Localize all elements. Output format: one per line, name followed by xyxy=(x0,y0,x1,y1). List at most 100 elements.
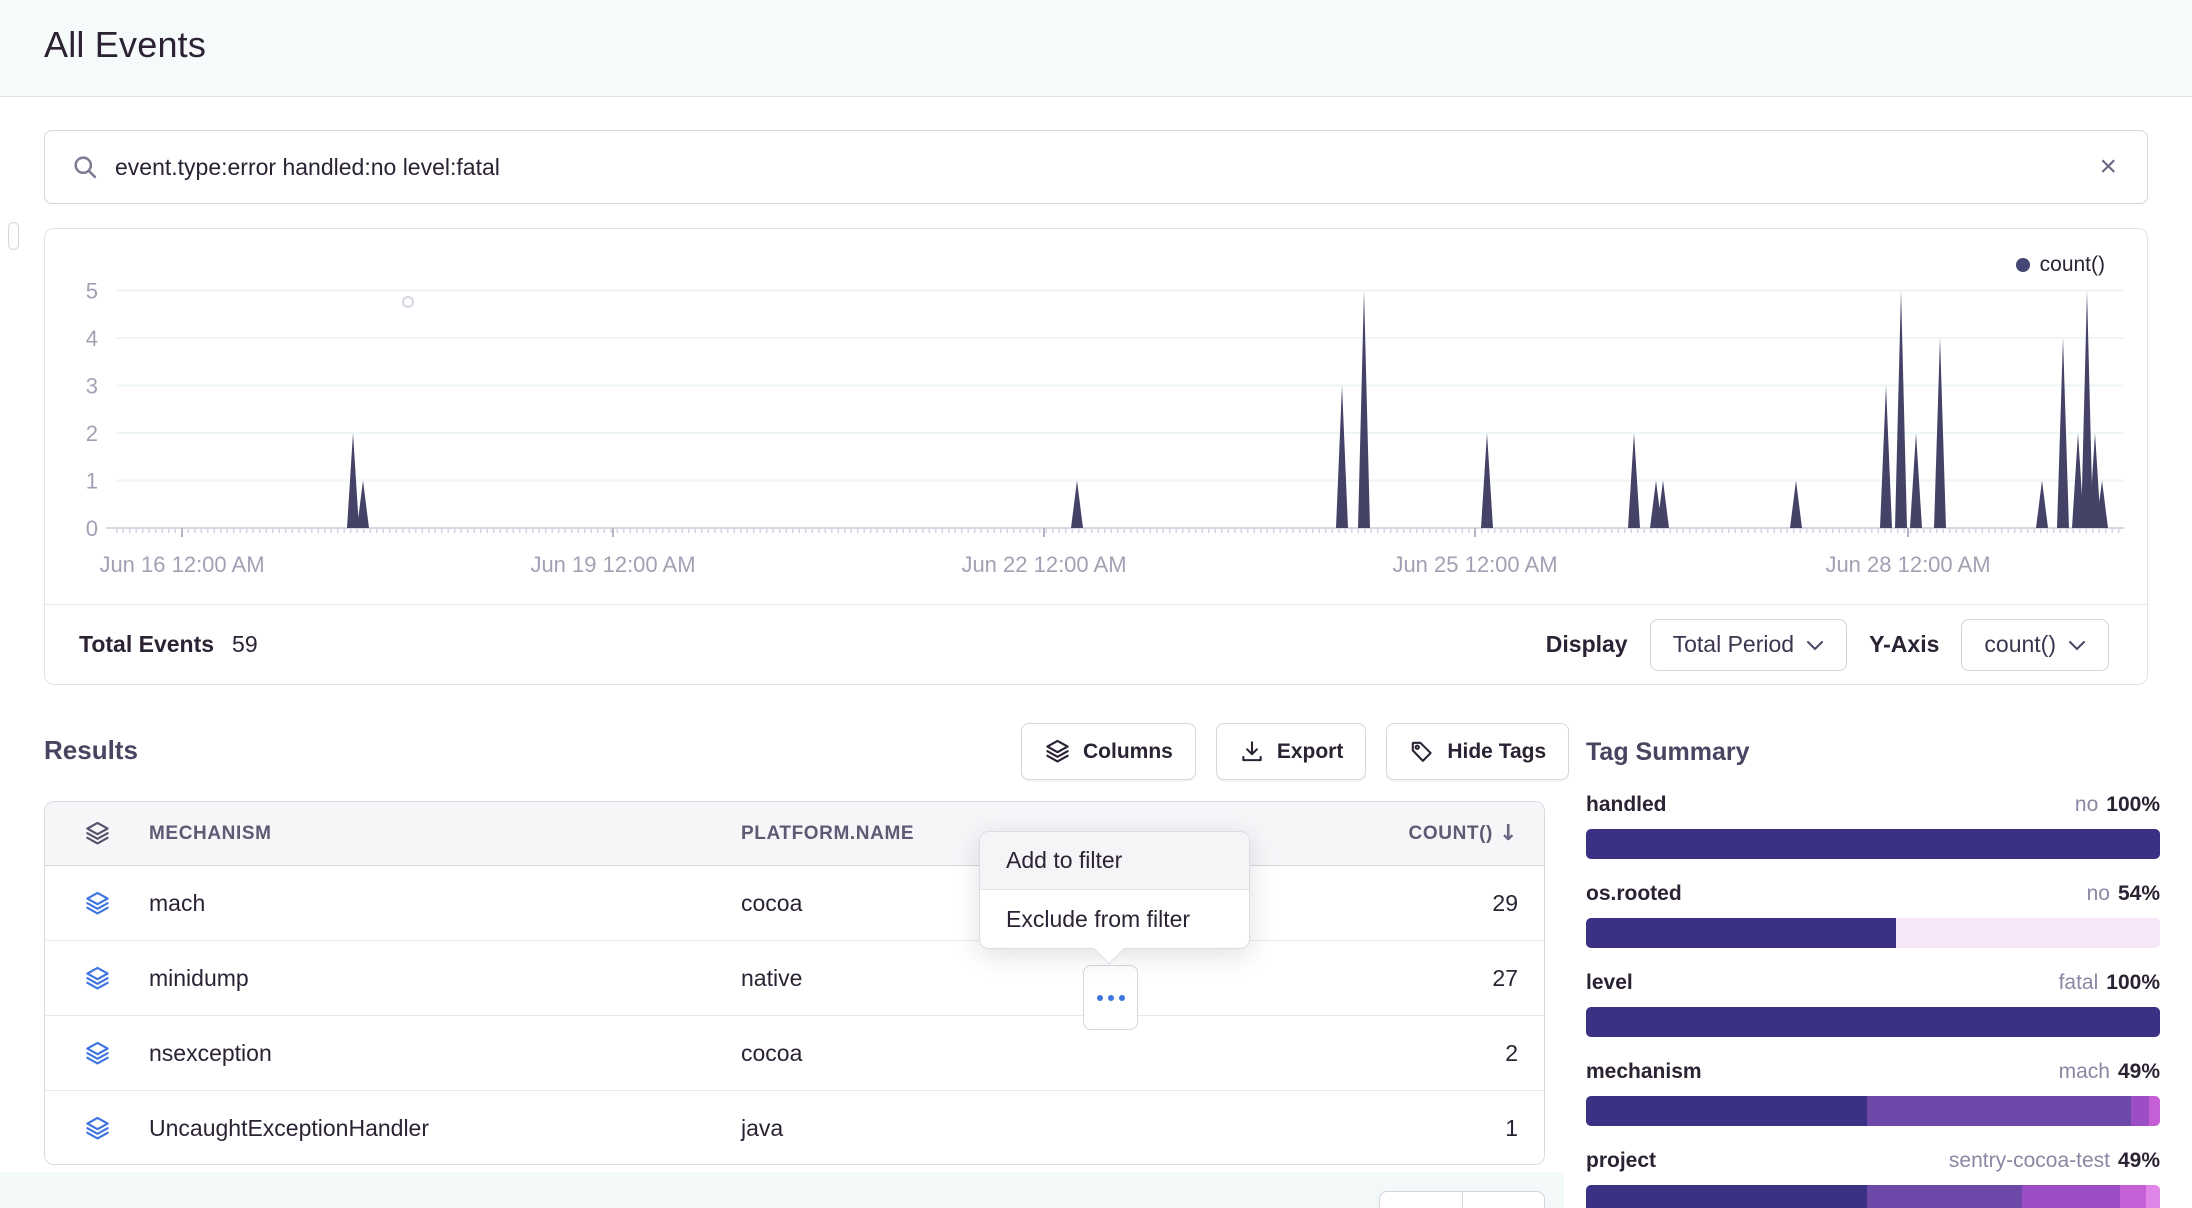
next-page-button[interactable] xyxy=(1462,1191,1545,1208)
layers-icon xyxy=(84,965,111,992)
tag-bar-segment[interactable] xyxy=(1586,829,2160,859)
svg-text:1: 1 xyxy=(86,469,98,494)
page-header: All Events xyxy=(0,0,2192,97)
display-dropdown-value: Total Period xyxy=(1672,631,1795,657)
table-row[interactable]: mach cocoa 29 xyxy=(45,866,1544,941)
platform-cell[interactable]: cocoa xyxy=(741,889,803,916)
count-cell[interactable]: 2 xyxy=(1505,1039,1518,1066)
svg-text:3: 3 xyxy=(86,374,98,399)
tag-bar-segment[interactable] xyxy=(1895,918,2160,948)
legend-dot-icon xyxy=(2015,258,2030,272)
table-row[interactable]: UncaughtExceptionHandler java 1 xyxy=(45,1091,1544,1164)
display-label: Display xyxy=(1545,631,1628,657)
layers-icon[interactable] xyxy=(84,820,111,847)
svg-text:5: 5 xyxy=(86,279,98,304)
sort-desc-icon: ↓ xyxy=(1498,821,1518,846)
legend-label: count() xyxy=(2039,253,2105,276)
tag-bar-segment[interactable] xyxy=(2131,1096,2149,1126)
layers-icon xyxy=(84,890,111,917)
events-chart-canvas[interactable]: 0 1 2 3 4 5 Jun 16 12:00 AM Jun 19 12:00 AM Jun … xyxy=(45,229,2149,593)
tag-bar-segment[interactable] xyxy=(2145,1185,2160,1208)
tag-name: level xyxy=(1586,971,1633,994)
tag-entry-os-rooted: os.rooted no 54% xyxy=(1586,882,2160,948)
chevron-down-icon xyxy=(1807,641,1824,651)
menu-item-add-to-filter[interactable]: Add to filter xyxy=(980,832,1249,890)
tag-entry-level: level fatal 100% xyxy=(1586,971,2160,1037)
tag-bar-segment[interactable] xyxy=(2022,1185,2120,1208)
columns-button[interactable]: Columns xyxy=(1021,723,1196,780)
tag-entry-handled: handled no 100% xyxy=(1586,793,2160,859)
cell-actions-button[interactable] xyxy=(1083,965,1138,1030)
total-events-value: 59 xyxy=(232,631,258,657)
table-row[interactable]: minidump native 27 xyxy=(45,941,1544,1016)
tag-bar-segment[interactable] xyxy=(2148,1096,2160,1126)
page-footer-strip xyxy=(0,1172,1564,1208)
platform-cell[interactable]: java xyxy=(741,1115,784,1141)
layers-icon xyxy=(1044,738,1071,765)
total-events-label: Total Events xyxy=(79,631,215,657)
tag-top-value: sentry-cocoa-test xyxy=(1948,1149,2110,1172)
tag-top-percent: 49% xyxy=(2117,1060,2160,1083)
tag-distribution-bar[interactable] xyxy=(1586,1185,2160,1208)
count-cell[interactable]: 27 xyxy=(1492,964,1518,991)
mechanism-cell[interactable]: mach xyxy=(149,889,206,916)
tag-entry-project: project sentry-cocoa-test 49% xyxy=(1586,1149,2160,1208)
tag-bar-segment[interactable] xyxy=(1586,1007,2160,1037)
tag-icon xyxy=(1412,741,1433,762)
hide-tags-button[interactable]: Hide Tags xyxy=(1386,723,1570,780)
search-bar[interactable]: × xyxy=(44,130,2148,204)
layers-icon xyxy=(84,1115,111,1142)
tag-distribution-bar[interactable] xyxy=(1586,1007,2160,1037)
svg-text:Jun 19 12:00 AM: Jun 19 12:00 AM xyxy=(530,552,695,577)
tag-bar-segment[interactable] xyxy=(1867,1096,2132,1126)
tag-top-percent: 100% xyxy=(2106,971,2160,994)
svg-text:Jun 22 12:00 AM: Jun 22 12:00 AM xyxy=(961,552,1126,577)
mechanism-cell[interactable]: nsexception xyxy=(149,1039,272,1066)
column-header-mechanism[interactable]: MECHANISM xyxy=(149,822,272,844)
pagination xyxy=(1379,1191,1545,1208)
previous-page-button[interactable] xyxy=(1379,1191,1462,1208)
count-header-label: COUNT() xyxy=(1408,822,1493,844)
ellipsis-icon xyxy=(1107,994,1114,1001)
export-button[interactable]: Export xyxy=(1215,723,1367,780)
count-cell[interactable]: 29 xyxy=(1492,889,1518,916)
yaxis-dropdown[interactable]: count() xyxy=(1961,618,2109,671)
tag-distribution-bar[interactable] xyxy=(1586,1096,2160,1126)
tag-top-value: no xyxy=(2074,793,2099,816)
layers-icon xyxy=(84,1040,111,1067)
search-input[interactable] xyxy=(115,153,2096,181)
tag-distribution-bar[interactable] xyxy=(1586,829,2160,859)
hide-tags-button-label: Hide Tags xyxy=(1447,739,1547,763)
events-chart-panel: 0 1 2 3 4 5 Jun 16 12:00 AM Jun 19 12:00 AM Jun … xyxy=(44,228,2148,685)
yaxis-label: Y-Axis xyxy=(1869,631,1940,657)
svg-text:Jun 28 12:00 AM: Jun 28 12:00 AM xyxy=(1825,552,1990,577)
results-table-body: mach cocoa 29 minidump native 27 nsexception… xyxy=(45,866,1544,1164)
tag-bar-segment[interactable] xyxy=(1586,918,1896,948)
results-table: MECHANISM PLATFORM.NAME COUNT() ↓ mach co… xyxy=(44,801,1545,1165)
platform-cell[interactable]: cocoa xyxy=(741,1039,803,1066)
svg-text:4: 4 xyxy=(86,326,98,351)
tag-top-value: no xyxy=(2086,882,2110,905)
tag-bar-segment[interactable] xyxy=(1586,1096,1868,1126)
mechanism-cell[interactable]: minidump xyxy=(149,964,249,991)
mechanism-cell[interactable]: UncaughtExceptionHandler xyxy=(149,1115,430,1141)
platform-cell[interactable]: native xyxy=(741,964,803,991)
tag-name: mechanism xyxy=(1586,1060,1702,1083)
tag-name: handled xyxy=(1586,793,1667,816)
search-clear-icon[interactable]: × xyxy=(2099,150,2117,183)
display-dropdown[interactable]: Total Period xyxy=(1649,618,1848,671)
menu-item-exclude-from-filter[interactable]: Exclude from filter xyxy=(980,890,1249,948)
chart-legend: count() xyxy=(2015,253,2105,277)
tag-distribution-bar[interactable] xyxy=(1586,918,2160,948)
columns-button-label: Columns xyxy=(1083,739,1173,763)
tag-bar-segment[interactable] xyxy=(1586,1185,1868,1208)
column-header-count[interactable]: COUNT() ↓ xyxy=(1409,821,1544,846)
panel-drag-handle xyxy=(8,222,19,250)
results-table-header: MECHANISM PLATFORM.NAME COUNT() ↓ xyxy=(45,802,1544,866)
table-row[interactable]: nsexception cocoa 2 xyxy=(45,1016,1544,1091)
tag-bar-segment[interactable] xyxy=(1867,1185,2023,1208)
column-header-platform[interactable]: PLATFORM.NAME xyxy=(741,822,915,844)
count-cell[interactable]: 1 xyxy=(1505,1115,1518,1141)
tag-bar-segment[interactable] xyxy=(2119,1185,2146,1208)
